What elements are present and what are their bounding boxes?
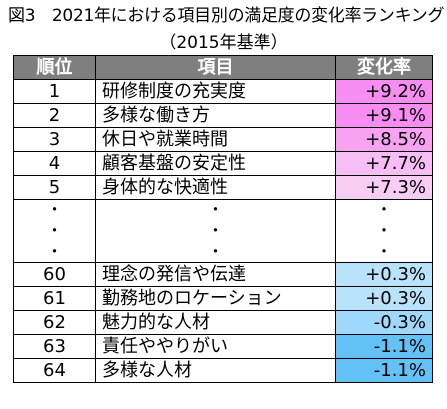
figure-title: 図3 2021年における項目別の満足度の変化率ランキング — [8, 6, 445, 26]
ellipsis-dot: ・ — [207, 220, 224, 240]
ellipsis-dot: ・ — [375, 200, 392, 220]
rank-cell: 61 — [13, 286, 96, 311]
item-cell: 多様な人材 — [95, 358, 336, 383]
rank-cell: 1 — [13, 79, 96, 104]
rank-cell: 64 — [13, 358, 96, 383]
item-cell: 研修制度の充実度 — [95, 79, 336, 104]
ellipsis-dot: ・ — [375, 241, 392, 261]
ellipsis-cell: ・・・ — [13, 199, 96, 263]
change-rate-cell: -0.3% — [335, 310, 433, 335]
change-rate-cell: +0.3% — [335, 262, 433, 287]
rank-cell: 5 — [13, 175, 96, 200]
header-rank: 順位 — [13, 55, 96, 80]
item-cell: 責任ややりがい — [95, 334, 336, 359]
item-cell: 身体的な快適性 — [95, 175, 336, 200]
header-item: 項目 — [95, 55, 336, 80]
ellipsis-dot: ・ — [207, 200, 224, 220]
ellipsis-dot: ・ — [46, 220, 63, 240]
figure-subtitle: （2015年基準） — [159, 33, 288, 53]
rank-cell: 2 — [13, 103, 96, 128]
table-row: 3 休日や就業時間 +8.5% — [13, 127, 433, 152]
item-cell: 魅力的な人材 — [95, 310, 336, 335]
ellipsis-dot: ・ — [375, 220, 392, 240]
table-row: 63 責任ややりがい -1.1% — [13, 334, 433, 359]
item-cell: 多様な働き方 — [95, 103, 336, 128]
table-row: 2 多様な働き方 +9.1% — [13, 103, 433, 128]
ranking-table: 順位 項目 変化率 1 研修制度の充実度 +9.2% 2 多様な働き方 +9.1… — [13, 55, 433, 383]
ellipsis-dot: ・ — [207, 241, 224, 261]
change-rate-cell: +8.5% — [335, 127, 433, 152]
table-row: 64 多様な人材 -1.1% — [13, 358, 433, 383]
change-rate-cell: +9.2% — [335, 79, 433, 104]
rank-cell: 63 — [13, 334, 96, 359]
rank-cell: 4 — [13, 151, 96, 176]
table-row: 60 理念の発信や伝達 +0.3% — [13, 262, 433, 287]
ellipsis-cell: ・・・ — [95, 199, 336, 263]
ellipsis-cell: ・・・ — [335, 199, 433, 263]
ellipsis-dot: ・ — [46, 241, 63, 261]
ellipsis-row: ・・・ ・・・ ・・・ — [13, 199, 433, 263]
table-row: 61 勤務地のロケーション +0.3% — [13, 286, 433, 311]
change-rate-cell: +7.7% — [335, 151, 433, 176]
change-rate-cell: -1.1% — [335, 334, 433, 359]
rank-cell: 3 — [13, 127, 96, 152]
table-row: 1 研修制度の充実度 +9.2% — [13, 79, 433, 104]
rank-cell: 60 — [13, 262, 96, 287]
change-rate-cell: -1.1% — [335, 358, 433, 383]
item-cell: 休日や就業時間 — [95, 127, 336, 152]
change-rate-cell: +0.3% — [335, 286, 433, 311]
change-rate-cell: +7.3% — [335, 175, 433, 200]
change-rate-cell: +9.1% — [335, 103, 433, 128]
table-row: 4 顧客基盤の安定性 +7.7% — [13, 151, 433, 176]
header-row: 順位 項目 変化率 — [13, 55, 433, 80]
item-cell: 理念の発信や伝達 — [95, 262, 336, 287]
table-row: 5 身体的な快適性 +7.3% — [13, 175, 433, 200]
header-change-rate: 変化率 — [335, 55, 433, 80]
item-cell: 顧客基盤の安定性 — [95, 151, 336, 176]
rank-cell: 62 — [13, 310, 96, 335]
ellipsis-dot: ・ — [46, 200, 63, 220]
table-row: 62 魅力的な人材 -0.3% — [13, 310, 433, 335]
item-cell: 勤務地のロケーション — [95, 286, 336, 311]
